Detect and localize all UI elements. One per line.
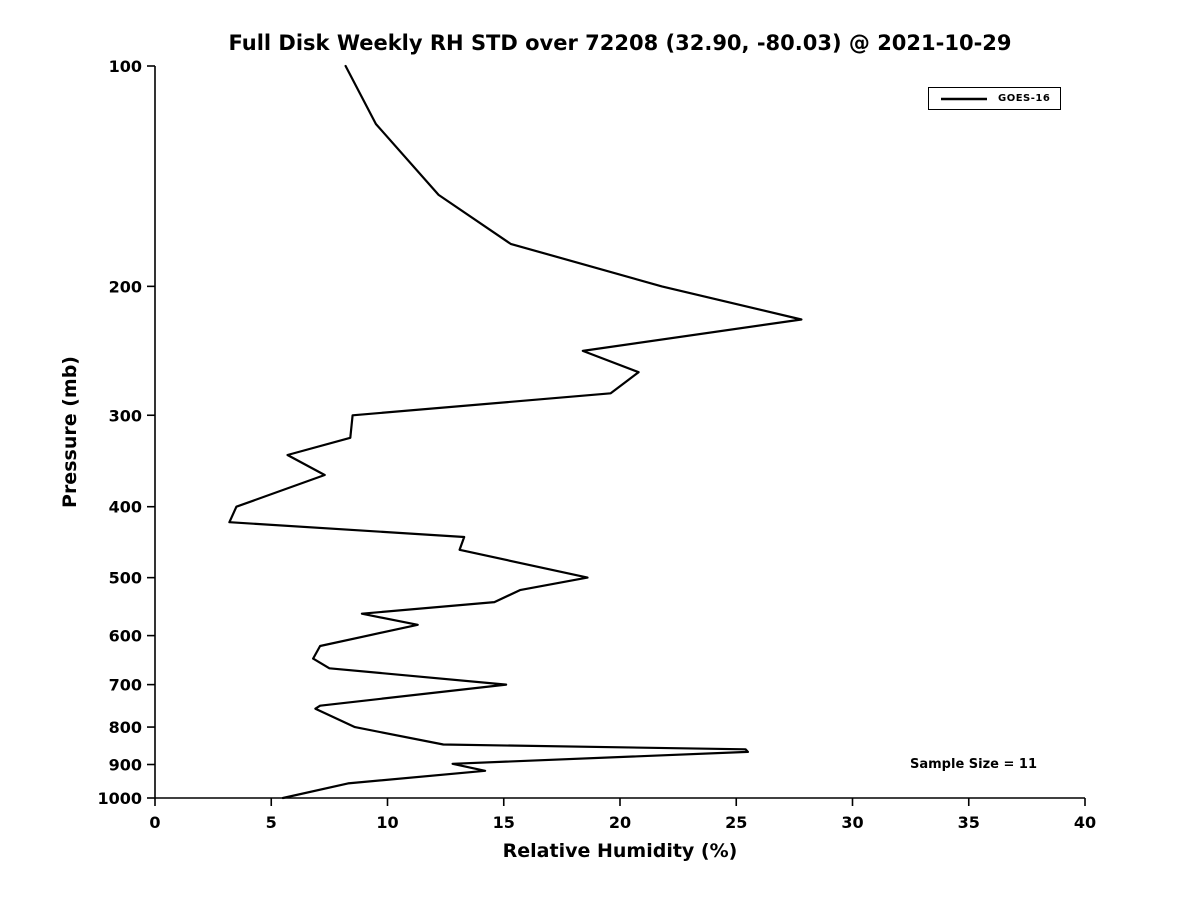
legend-line-sample: [941, 97, 987, 100]
x-tick-label: 0: [149, 813, 160, 832]
y-axis-label: Pressure (mb): [59, 356, 81, 508]
y-tick-label: 200: [109, 277, 142, 296]
y-tick-label: 100: [109, 57, 142, 76]
sample-size-annotation: Sample Size = 11: [910, 757, 1038, 772]
x-axis-label: Relative Humidity (%): [502, 840, 738, 862]
chart-title: Full Disk Weekly RH STD over 72208 (32.9…: [228, 31, 1012, 55]
x-tick-label: 20: [609, 813, 631, 832]
y-tick-label: 800: [109, 718, 142, 737]
x-tick-label: 15: [493, 813, 515, 832]
y-tick-label: 600: [109, 627, 142, 646]
y-tick-label: 900: [109, 756, 142, 775]
y-tick-label: 1000: [97, 789, 142, 808]
legend-label: GOES-16: [998, 93, 1051, 104]
y-tick-label: 700: [109, 676, 142, 695]
x-tick-label: 30: [841, 813, 863, 832]
x-tick-label: 5: [266, 813, 277, 832]
y-tick-label: 400: [109, 498, 142, 517]
y-tick-label: 300: [109, 406, 142, 425]
legend: GOES-16: [928, 87, 1062, 110]
x-tick-label: 40: [1074, 813, 1096, 832]
x-tick-label: 10: [376, 813, 398, 832]
y-tick-label: 500: [109, 569, 142, 588]
x-tick-label: 35: [958, 813, 980, 832]
series-line-goes-16: [228, 64, 803, 800]
x-tick-label: 25: [725, 813, 747, 832]
